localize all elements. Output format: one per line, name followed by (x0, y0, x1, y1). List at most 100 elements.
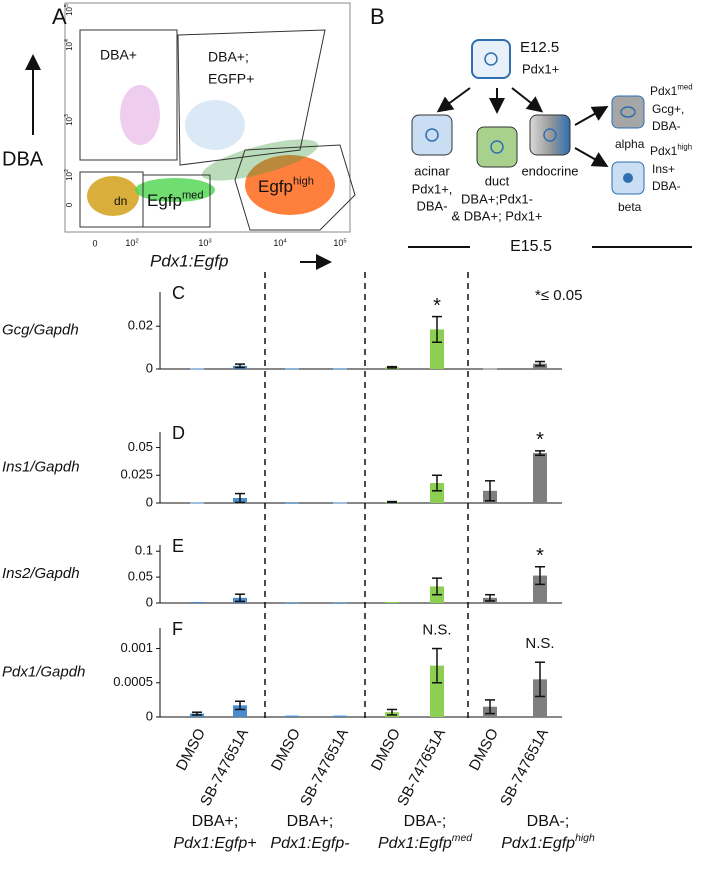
bar (430, 329, 444, 369)
bar (533, 679, 547, 717)
node-label-base: Pdx1 (650, 144, 678, 158)
legend-label-sup: high (575, 833, 595, 844)
bar (190, 601, 204, 603)
legend-label-sup: med (452, 833, 473, 844)
y-axis-label: Gcg/Gapdh (2, 321, 79, 338)
y-tick-label-base: 10 (65, 6, 74, 15)
x-tick-label: SB-747651A (394, 726, 449, 809)
legend-label: DBA+; (287, 813, 334, 830)
y-tick-label: 0.05 (128, 569, 153, 584)
y-tick-label: 0 (146, 360, 153, 375)
node-label: Gcg+, (652, 102, 684, 116)
bar (285, 602, 299, 604)
bar (533, 575, 547, 603)
error-bar (485, 593, 495, 602)
bar (333, 502, 347, 504)
legend-label-base: Pdx1:Egfp (378, 835, 452, 852)
legend-label: DBA-; (527, 813, 570, 830)
x-tick-label-base: 10 (273, 238, 283, 248)
bar (285, 368, 299, 370)
node-label: Ins+ (652, 162, 675, 176)
gate-label: DBA+; (208, 49, 249, 65)
panel-letter: E (172, 536, 184, 556)
error-bar (535, 360, 545, 367)
y-tick-label: 0.02 (128, 318, 153, 333)
error-bar (235, 700, 245, 711)
x-tick-label: DMSO (173, 726, 209, 774)
legend-label: Pdx1:Egfphigh (501, 833, 595, 853)
y-tick-label-sup: 2 (64, 169, 70, 172)
y-axis-label: Ins1/Gapdh (2, 458, 80, 475)
y-tick-label-base: 10 (65, 41, 74, 50)
x-tick-label-base: 10 (125, 238, 135, 248)
group-separators (264, 272, 469, 722)
gate-label: Egfphigh (258, 175, 314, 196)
node-label-sup: med (677, 82, 692, 91)
x-tick-label-sup: 2 (135, 238, 138, 244)
node-label: DBA- (652, 179, 681, 193)
x-tick-label: DMSO (268, 726, 304, 774)
flow-plot (25, 2, 356, 270)
x-tick-label: DMSO (466, 726, 502, 774)
node-label-sup: high (677, 142, 692, 151)
bar (190, 502, 204, 504)
y-tick-label-sup: 5 (64, 4, 70, 7)
significance-label: * (536, 545, 544, 567)
y-tick-label-base: 10 (65, 171, 74, 180)
gate-label: DBA+ (100, 47, 137, 63)
panel-letter: D (172, 423, 185, 443)
significance-note: *≤ 0.05 (535, 287, 582, 304)
node-label: Pdx1high (650, 142, 692, 158)
stage-label: E15.5 (510, 238, 552, 255)
x-tick-label-base: 10 (198, 238, 208, 248)
y-axis-label: Pdx1/Gapdh (2, 663, 85, 680)
y-tick-label-sup: 3 (64, 114, 70, 117)
y-axis-label: DBA (2, 148, 44, 170)
error-bar (535, 450, 545, 457)
y-tick-label: 102 (64, 169, 74, 181)
x-tick-label: 104 (273, 238, 287, 248)
x-tick-label: 102 (125, 238, 138, 248)
node-label: E12.5 (520, 39, 559, 56)
error-bar (387, 708, 397, 716)
x-tick-label: DMSO (368, 726, 404, 774)
bar (385, 601, 399, 603)
node-label: & DBA+; Pdx1+ (451, 208, 542, 223)
error-bar (192, 711, 202, 716)
significance-label: N.S. (525, 635, 554, 652)
y-tick-label: 0.05 (128, 439, 153, 454)
error-bar (432, 315, 442, 344)
x-tick-label: 0 (92, 238, 97, 248)
bar (233, 705, 247, 717)
y-tick-label: 104 (64, 39, 74, 51)
y-tick-label: 0 (65, 202, 74, 207)
node-label-base: Pdx1 (650, 84, 678, 98)
bar (533, 453, 547, 503)
bar (333, 602, 347, 604)
y-tick-label: 0.025 (120, 467, 153, 482)
x-tick-label-sup: 5 (343, 238, 346, 244)
node-label: DBA+;Pdx1- (461, 191, 533, 206)
bar (333, 715, 347, 717)
legend-label-base: Pdx1:Egfp (501, 835, 575, 852)
bar (430, 665, 444, 717)
y-tick-label: 0.0005 (113, 674, 153, 689)
bar (190, 368, 204, 370)
node-label: endocrine (521, 163, 578, 178)
x-tick-label: SB-747651A (297, 726, 352, 809)
y-tick-label: 0 (146, 494, 153, 509)
bar (285, 502, 299, 504)
error-bar (235, 593, 245, 603)
node-label: alpha (615, 137, 645, 151)
y-tick-label: 0.1 (135, 543, 153, 558)
lineage-diagram (408, 39, 692, 248)
significance-label: * (536, 429, 544, 451)
gate-label-base: Egfp (258, 177, 293, 196)
gate-label-sup: high (293, 175, 314, 187)
panel-letter: C (172, 283, 185, 303)
legend-label: DBA+; (192, 813, 239, 830)
x-tick-label: SB-747651A (497, 726, 552, 809)
y-tick-label: 105 (64, 4, 74, 16)
node-label: acinar (414, 163, 450, 178)
